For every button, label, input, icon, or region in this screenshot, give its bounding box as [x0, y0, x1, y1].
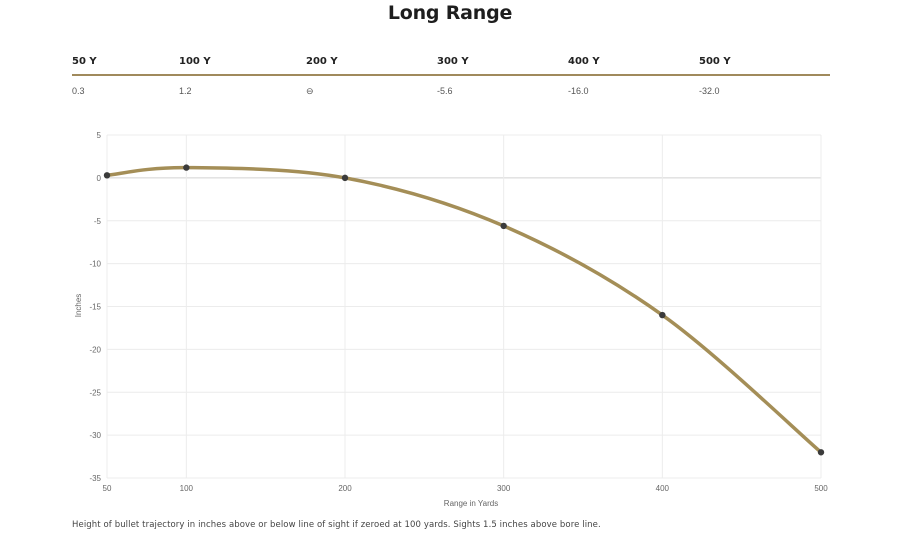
data-point [341, 174, 349, 182]
table-value-50: 0.3 [72, 86, 85, 96]
data-point [500, 222, 507, 230]
y-tick-label: 0 [97, 174, 102, 183]
x-tick-label: 500 [814, 484, 828, 493]
table-header-300: 300 Y [437, 56, 469, 67]
data-point [103, 172, 111, 179]
trajectory-line [105, 165, 823, 455]
y-axis-label: Inches [74, 294, 83, 318]
x-tick-label: 300 [497, 484, 511, 493]
x-axis-label: Range in Yards [444, 499, 498, 508]
data-point [659, 311, 666, 319]
x-tick-label: 400 [656, 484, 670, 493]
y-tick-label: 5 [97, 131, 102, 140]
trajectory-table: 50 Y 100 Y 200 Y 300 Y 400 Y 500 Y 0.3 1… [72, 54, 830, 96]
x-tick-label: 200 [338, 484, 352, 493]
chart-caption: Height of bullet trajectory in inches ab… [72, 520, 601, 530]
table-value-200: ⊖ [306, 86, 314, 96]
table-value-300: -5.6 [437, 86, 453, 96]
table-header-row: 50 Y 100 Y 200 Y 300 Y 400 Y 500 Y [72, 54, 830, 74]
table-header-100: 100 Y [179, 56, 211, 67]
y-tick-label: -15 [89, 303, 101, 312]
chart-title: Long Range [387, 2, 513, 24]
table-header-200: 200 Y [306, 56, 338, 67]
table-header-500: 500 Y [699, 56, 731, 67]
table-header-400: 400 Y [568, 56, 600, 67]
y-tick-label: -20 [89, 345, 101, 354]
y-tick-label: -5 [94, 217, 102, 226]
y-tick-label: -25 [89, 388, 101, 397]
x-tick-label: 100 [180, 484, 194, 493]
table-value-100: 1.2 [179, 86, 192, 96]
data-point [183, 164, 190, 171]
y-tick-label: -10 [89, 260, 101, 269]
table-divider [72, 74, 830, 76]
data-point [817, 449, 825, 456]
table-value-500: -32.0 [699, 86, 720, 96]
y-tick-label: -30 [89, 431, 101, 440]
table-value-400: -16.0 [568, 86, 589, 96]
x-tick-label: 50 [103, 484, 112, 493]
table-header-50: 50 Y [72, 56, 97, 67]
y-tick-label: -35 [89, 474, 101, 483]
